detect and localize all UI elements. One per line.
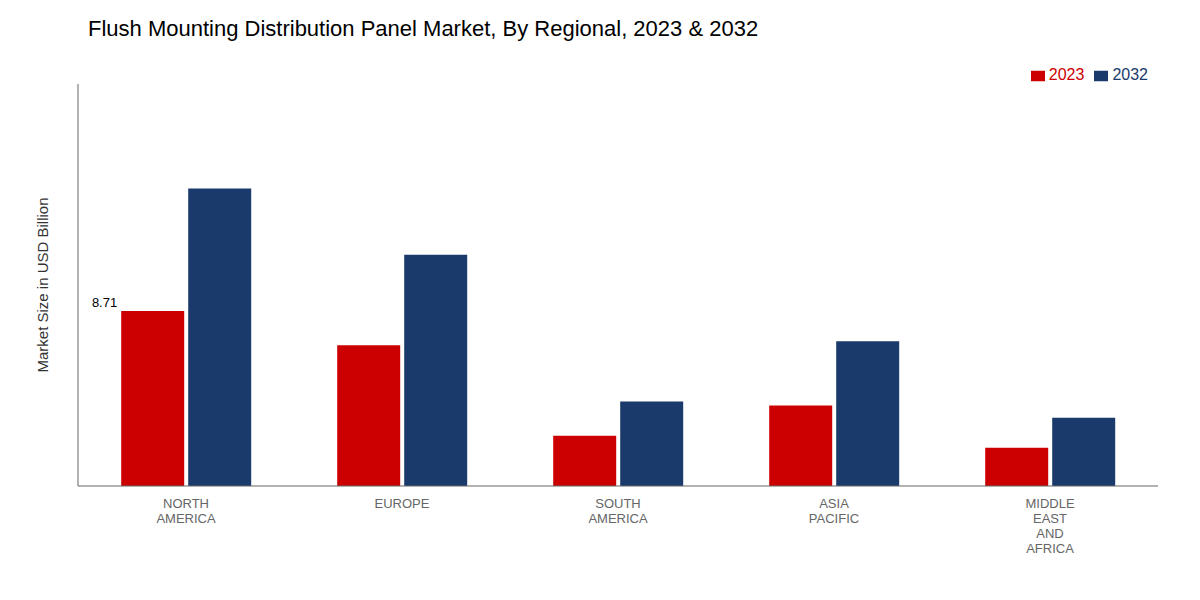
html-text:Flush Mounting Distribution Pa: Flush Mounting Distribution Panel Market… [88, 16, 759, 41]
svg-text:ASIAPACIFIC: ASIAPACIFIC [809, 496, 859, 526]
svg-text:8.71: 8.71 [92, 295, 117, 310]
svg-text:SOUTHAMERICA: SOUTHAMERICA [588, 496, 648, 526]
svg-text:MIDDLEEASTANDAFRICA: MIDDLEEASTANDAFRICA [1025, 496, 1074, 556]
svg-text:Market Size in USD Billion: Market Size in USD Billion [34, 197, 51, 372]
svg-text:EUROPE: EUROPE [375, 496, 430, 511]
html-text:2023: 2023 [1048, 66, 1085, 83]
svg-text:NORTHAMERICA: NORTHAMERICA [156, 496, 216, 526]
html-text:2032: 2032 [1112, 66, 1148, 83]
